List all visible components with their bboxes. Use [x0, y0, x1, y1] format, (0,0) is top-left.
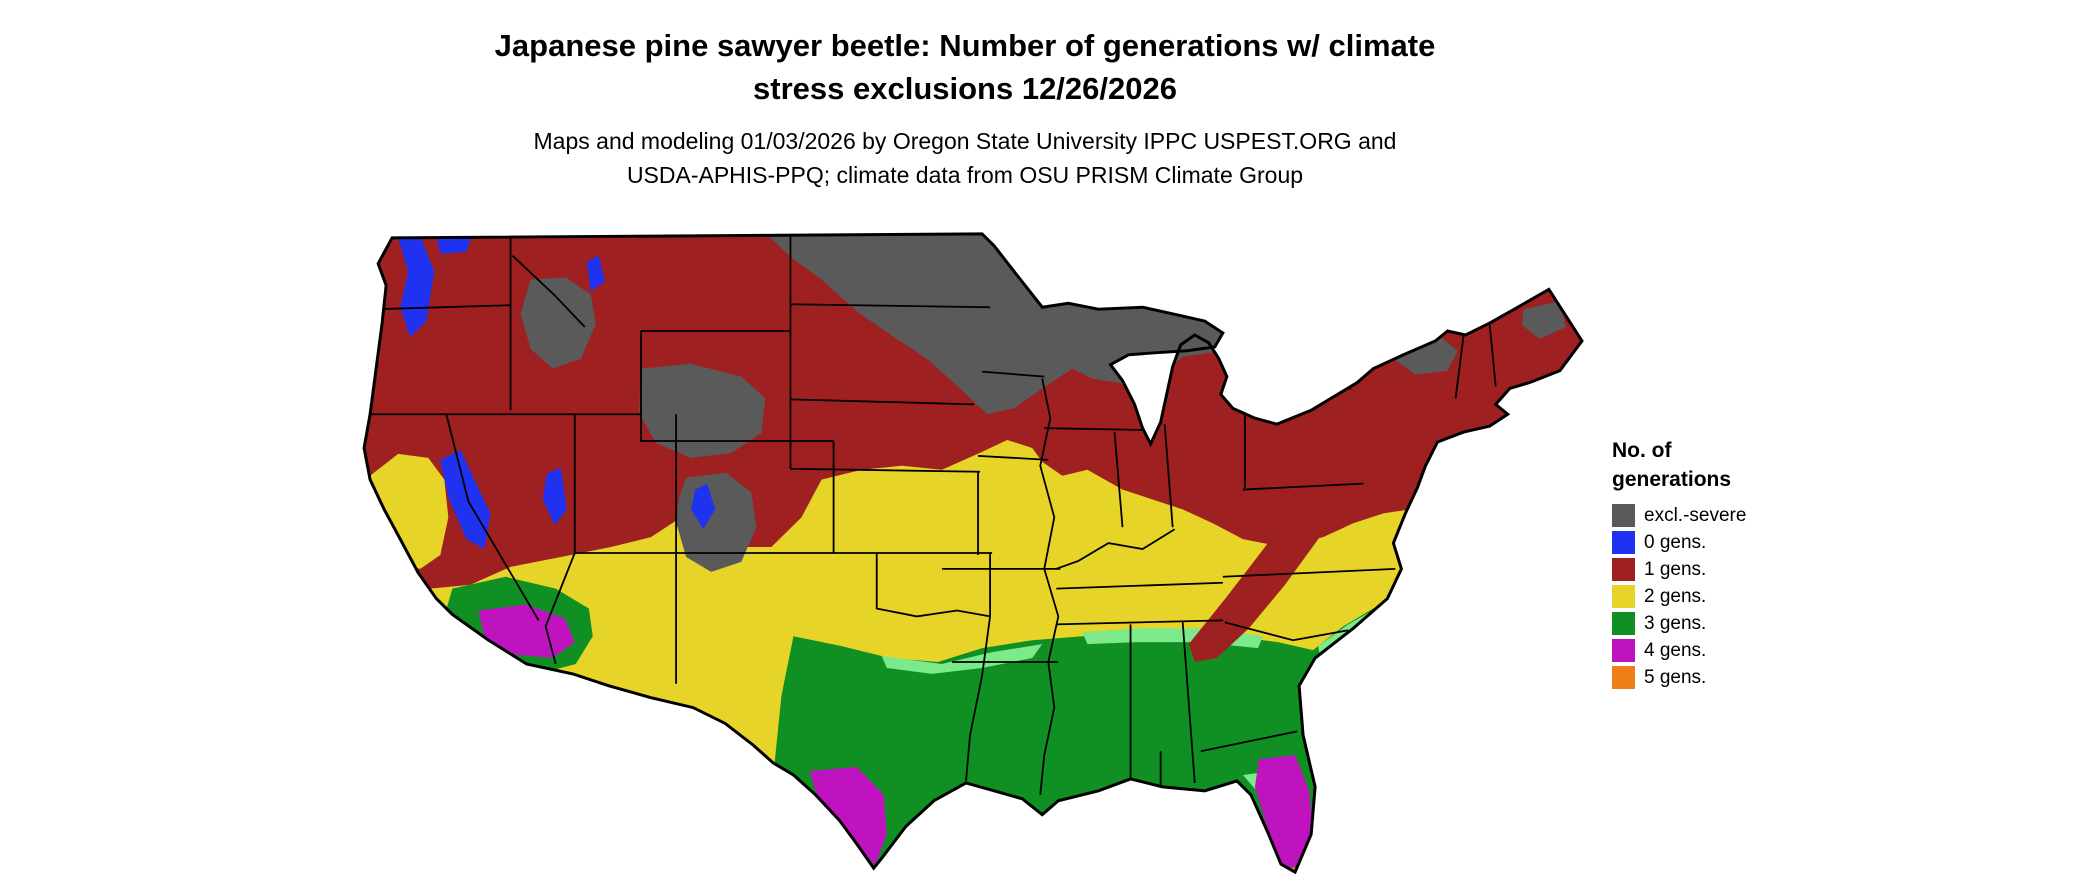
state-borders: [368, 233, 1497, 795]
legend-swatch-1-gens: [1612, 558, 1635, 581]
zone-4-gens: [478, 604, 1314, 869]
legend-swatch-0-gens: [1612, 531, 1635, 554]
legend-row-excl-severe: excl.-severe: [1612, 502, 1852, 529]
legend: No. of generations excl.-severe 0 gens. …: [1612, 436, 1852, 691]
legend-row-0-gens: 0 gens.: [1612, 529, 1852, 556]
legend-title-line-1: No. of: [1612, 439, 1672, 462]
legend-swatch-5-gens: [1612, 666, 1635, 689]
us-map-svg: [362, 232, 1584, 875]
zone-1-gens-appalachians: [1188, 455, 1356, 663]
legend-row-2-gens: 2 gens.: [1612, 583, 1852, 610]
legend-swatch-excl-severe: [1612, 504, 1635, 527]
legend-items: excl.-severe 0 gens. 1 gens. 2 gens. 3 g…: [1612, 502, 1852, 691]
legend-swatch-2-gens: [1612, 585, 1635, 608]
legend-label-excl-severe: excl.-severe: [1644, 504, 1747, 526]
legend-label-0-gens: 0 gens.: [1644, 531, 1707, 553]
legend-row-1-gens: 1 gens.: [1612, 556, 1852, 583]
map-subtitle: Maps and modeling 01/03/2026 by Oregon S…: [0, 124, 1930, 192]
subtitle-line-2: USDA-APHIS-PPQ; climate data from OSU PR…: [626, 162, 1304, 188]
subtitle-line-1: Maps and modeling 01/03/2026 by Oregon S…: [533, 128, 1397, 154]
legend-swatch-3-gens: [1612, 612, 1635, 635]
legend-title-line-2: generations: [1612, 468, 1732, 491]
legend-title: No. of generations: [1612, 436, 1852, 494]
us-outline: [362, 232, 1584, 875]
legend-row-4-gens: 4 gens.: [1612, 637, 1852, 664]
legend-label-3-gens: 3 gens.: [1644, 612, 1707, 634]
legend-label-5-gens: 5 gens.: [1644, 666, 1707, 688]
map-title: Japanese pine sawyer beetle: Number of g…: [0, 24, 1930, 110]
legend-label-2-gens: 2 gens.: [1644, 585, 1707, 607]
legend-swatch-4-gens: [1612, 639, 1635, 662]
title-line-2: stress exclusions 12/26/2026: [753, 71, 1177, 106]
zone-0-gens: [398, 233, 716, 550]
us-generations-map: [340, 220, 1584, 884]
legend-row-3-gens: 3 gens.: [1612, 610, 1852, 637]
legend-row-5-gens: 5 gens.: [1612, 664, 1852, 691]
title-line-1: Japanese pine sawyer beetle: Number of g…: [494, 28, 1436, 63]
legend-label-4-gens: 4 gens.: [1644, 639, 1707, 661]
legend-label-1-gens: 1 gens.: [1644, 558, 1707, 580]
